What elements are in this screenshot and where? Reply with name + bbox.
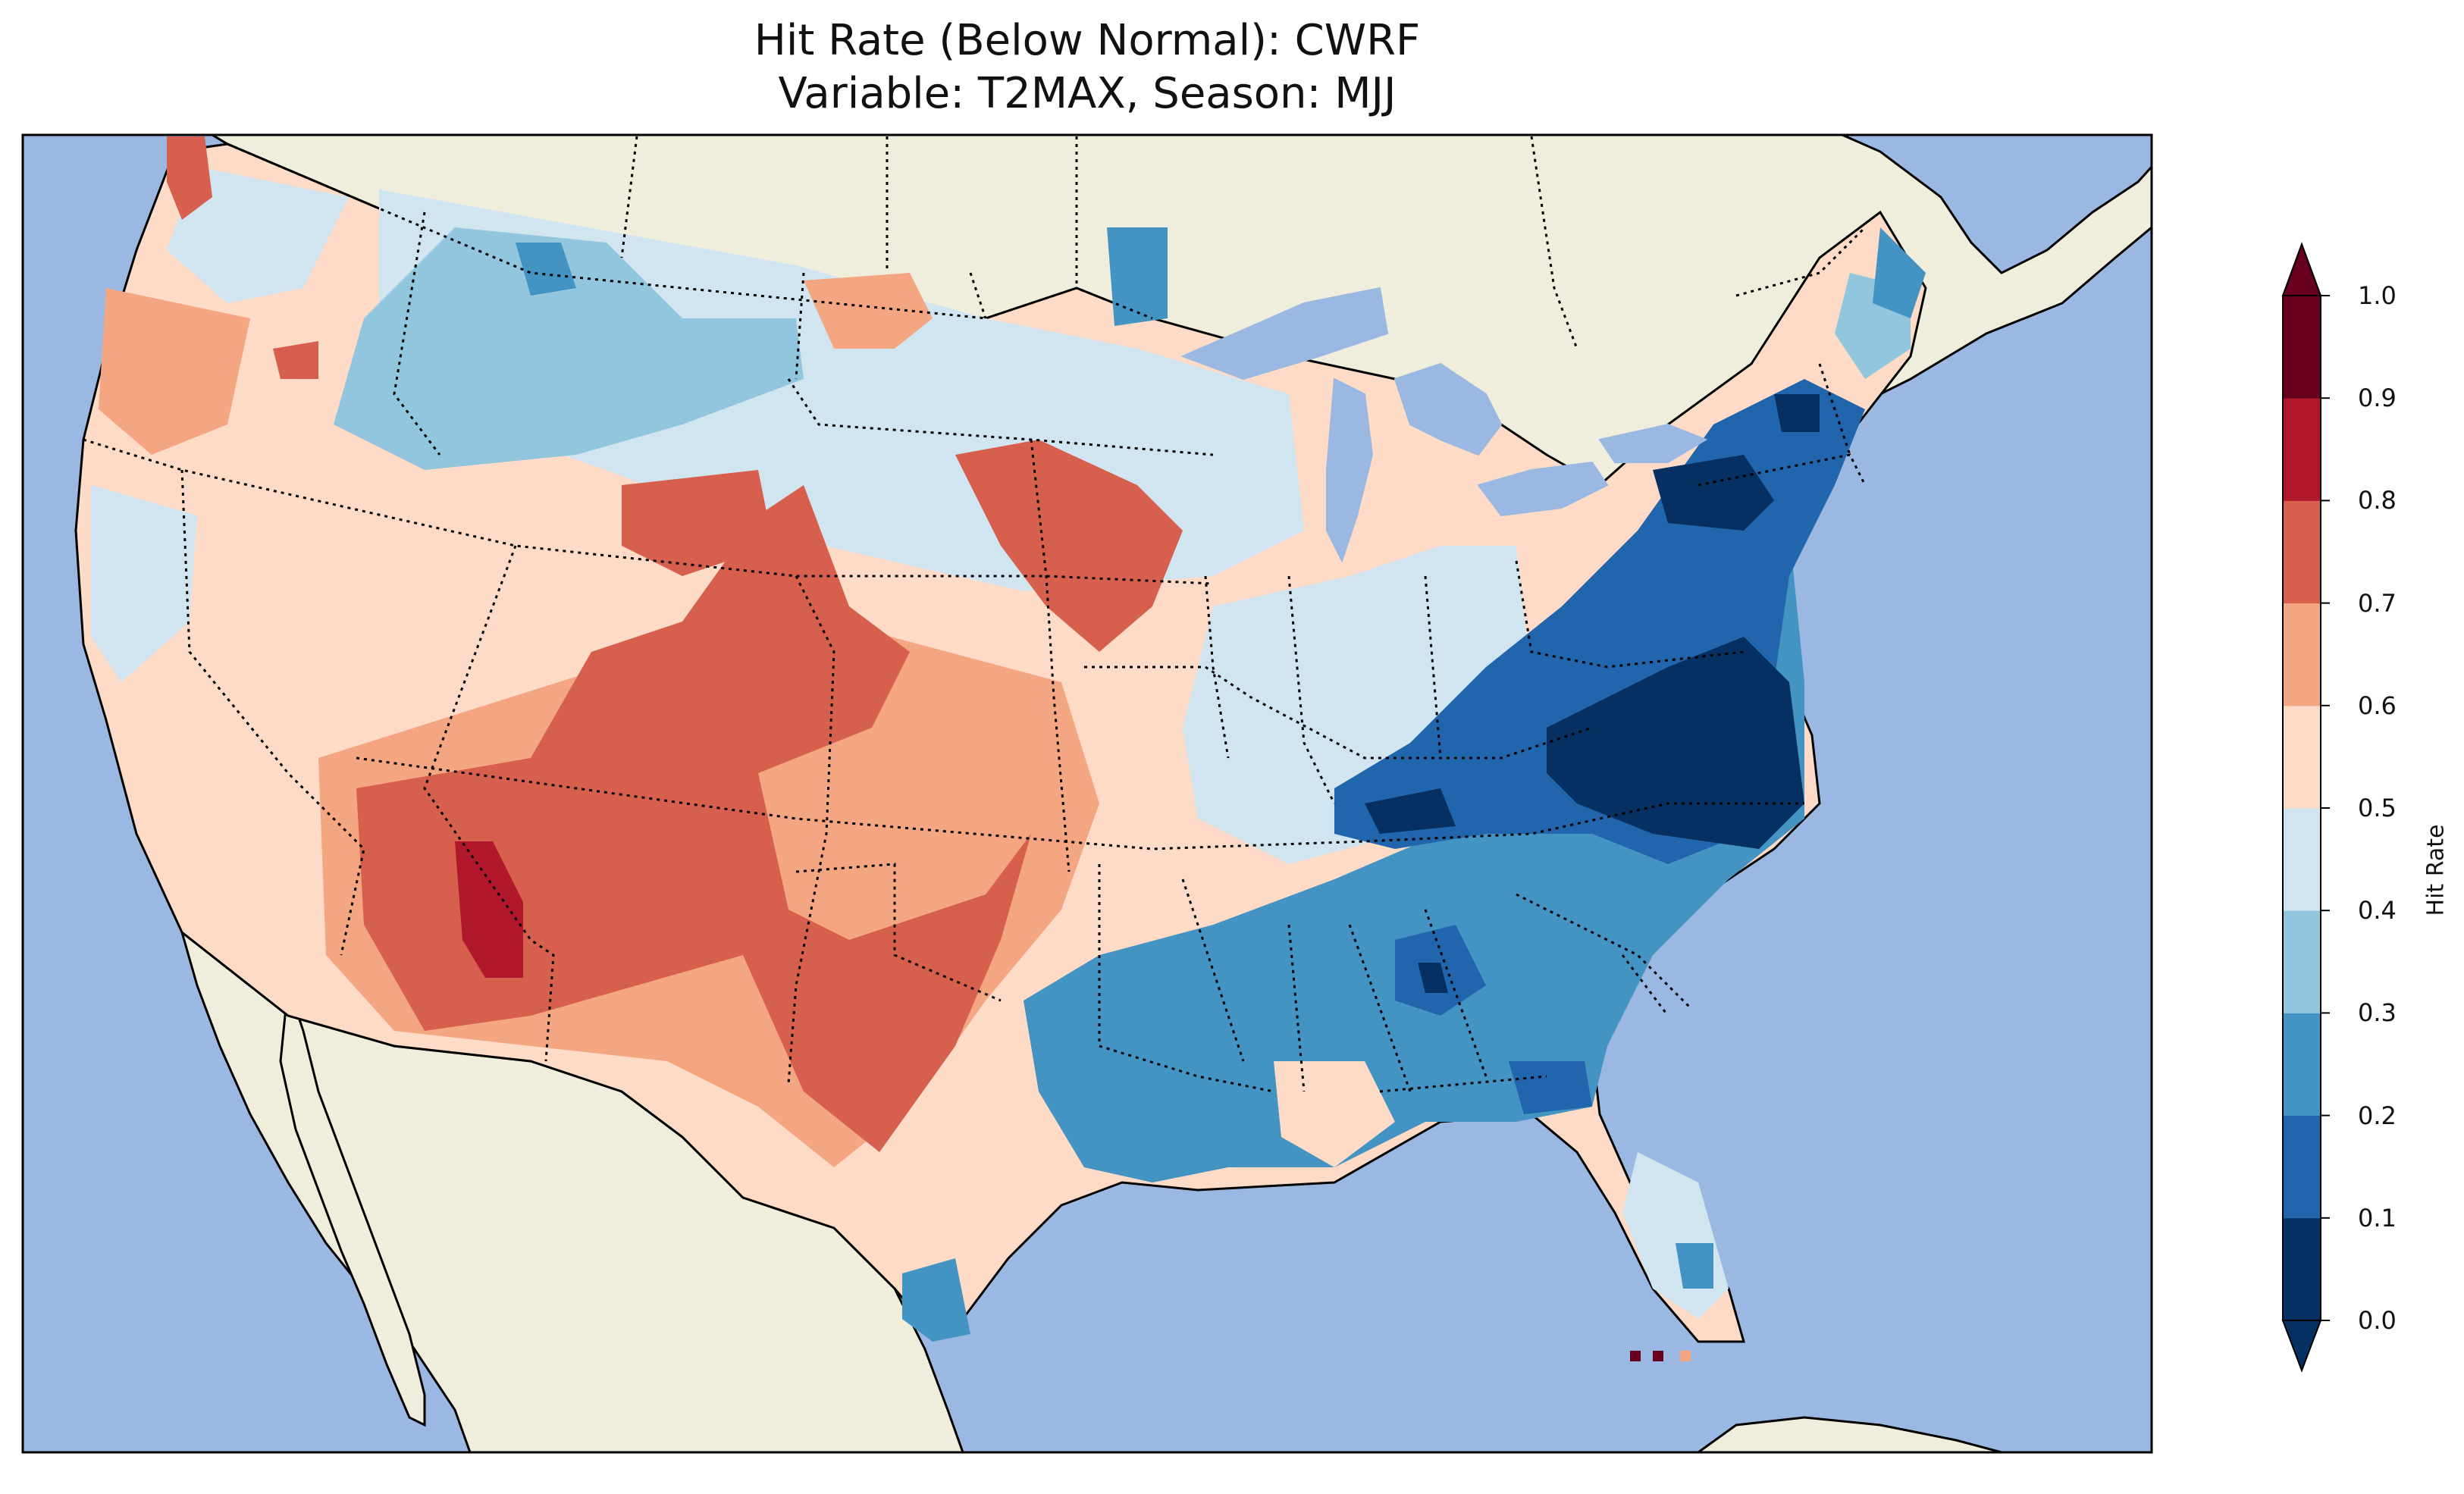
colorbar-tick-label: 0.7 [2358, 588, 2397, 618]
colorbar-tick-label: 0.6 [2358, 691, 2397, 720]
colorbar-segment [2283, 1217, 2321, 1321]
colorbar-extend-bottom [2281, 1320, 2322, 1373]
colorbar-segment [2283, 705, 2321, 809]
colorbar-tick-label: 1.0 [2358, 281, 2397, 310]
colorbar-segment [2283, 398, 2321, 501]
colorbar-extend-top [2281, 242, 2322, 296]
colorbar-tick-label: 0.5 [2358, 794, 2397, 822]
great-lakes [1180, 287, 1708, 563]
national-border [227, 143, 1153, 320]
colorbar-tick-label: 0.8 [2358, 486, 2397, 515]
colorbar-tick-label: 0.9 [2358, 384, 2397, 413]
colorbar-tick-label: 0.1 [2358, 1203, 2397, 1232]
colorbar-segment [2283, 296, 2321, 399]
state-borders [83, 136, 1867, 1093]
colorbar-segment [2283, 1115, 2321, 1219]
colorbar-label: Hit Rate [2422, 824, 2450, 916]
colorbar-segment [2283, 910, 2321, 1013]
colorbar [2281, 242, 2330, 1373]
land-cuba [1696, 1416, 2002, 1452]
colorbar-segment [2283, 500, 2321, 604]
colorbar-tick-label: 0.2 [2358, 1101, 2397, 1130]
colorbar-segment [2283, 808, 2321, 911]
land-baja [279, 985, 426, 1427]
colorbar-tick-label: 0.0 [2358, 1306, 2397, 1335]
colorbar-tick-label: 0.4 [2358, 896, 2397, 926]
colorbar-segment [2283, 603, 2321, 706]
colorbar-segment [2283, 1013, 2321, 1117]
hit-rate-field [91, 136, 1926, 1361]
map-title-line1: Hit Rate (Below Normal): CWRF [754, 16, 1421, 65]
map-frame [21, 133, 2153, 1454]
map-title-line2: Variable: T2MAX, Season: MJJ [778, 69, 1397, 118]
colorbar-tick-label: 0.3 [2358, 998, 2397, 1028]
